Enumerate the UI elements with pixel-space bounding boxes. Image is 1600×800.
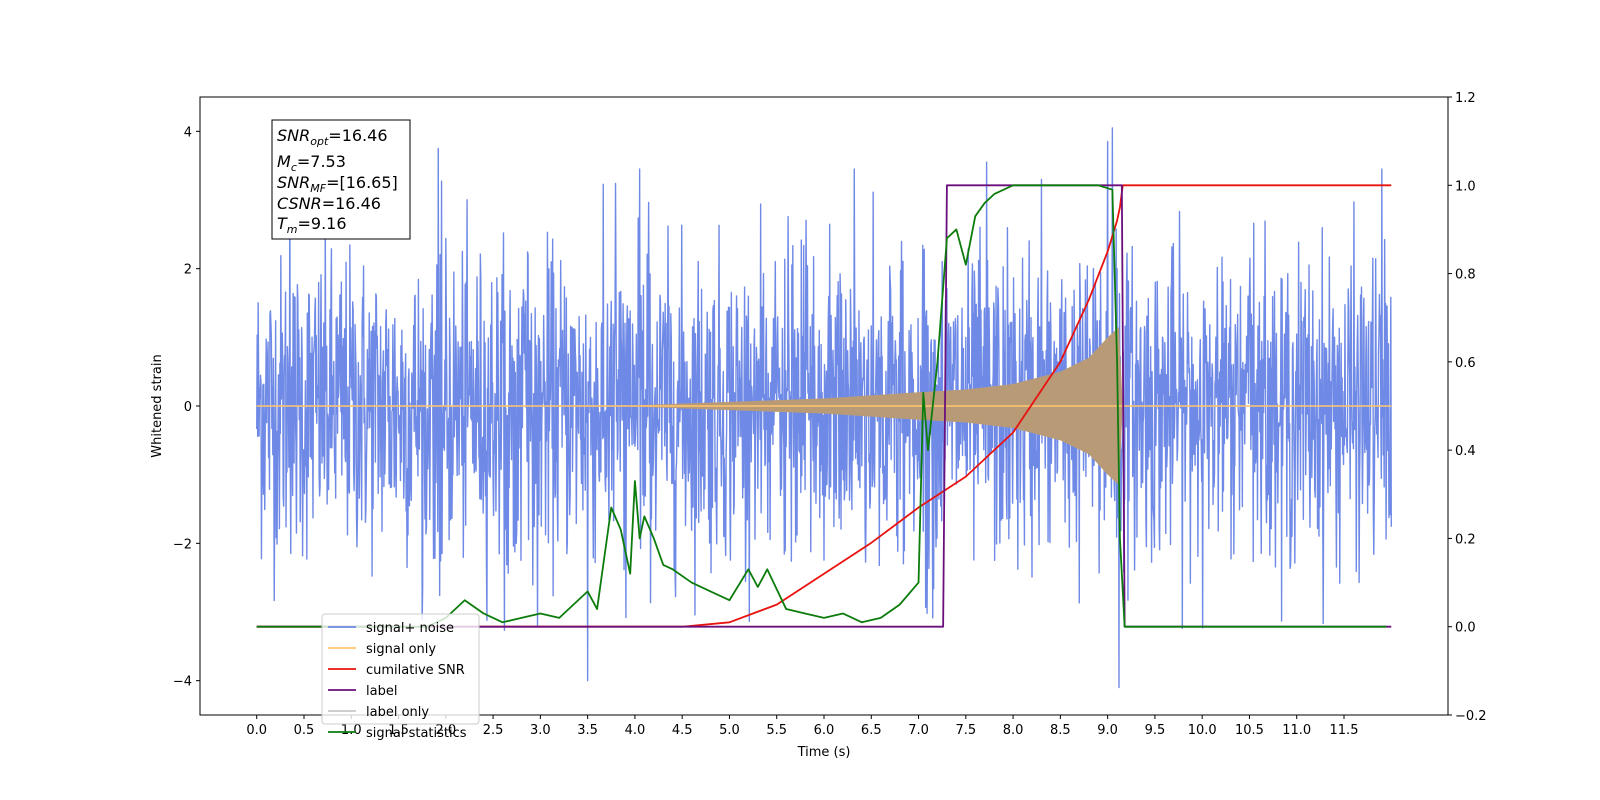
x-tick-label: 5.5 — [766, 723, 787, 738]
y-right-tick-label: 0.2 — [1455, 532, 1476, 547]
legend-label-label: label — [366, 684, 397, 699]
legend-label-signal-statistics: signal statistics — [366, 726, 467, 741]
signal-only-series — [256, 327, 1392, 485]
x-tick-label: 7.5 — [955, 723, 976, 738]
x-axis-ticks: 0.0 0.5 1.0 1.5 2.0 2.5 3.0 3.5 4.0 4.5 5.0 5.5 6.0 6… — [246, 715, 1358, 738]
y-right-tick-label: 0.8 — [1455, 268, 1476, 283]
y-left-tick-label: 2 — [184, 263, 192, 278]
info-box: SNRopt=16.46 Mc=7.53 SNRMF=[16.65] CSNR=… — [271, 119, 411, 240]
y-axis-label: Whitened strain — [150, 354, 165, 457]
info-tm: Tm=9.16 — [277, 214, 347, 236]
info-box-frame — [271, 119, 411, 240]
info-csnr: CSNR=16.46 — [277, 194, 381, 213]
x-tick-label: 8.5 — [1050, 723, 1071, 738]
legend-label-signal-noise: signal+ noise — [366, 621, 454, 636]
info-snr-mf: SNRMF=[16.65] — [277, 173, 398, 195]
x-tick-label: 7.0 — [908, 723, 929, 738]
x-tick-label: 6.5 — [861, 723, 882, 738]
signal-statistics-line — [256, 184, 1387, 628]
info-mc: Mc=7.53 — [277, 152, 346, 174]
y-right-tick-label: 0.0 — [1455, 621, 1476, 636]
legend: signal+ noise signal only cumilative SNR la… — [321, 613, 480, 741]
y-left-tick-label: 4 — [184, 125, 192, 140]
legend-frame — [321, 613, 480, 725]
x-tick-label: 10.0 — [1188, 723, 1217, 738]
x-tick-label: 4.5 — [672, 723, 693, 738]
x-tick-label: 5.0 — [719, 723, 740, 738]
y-left-axis-ticks: 4 2 0 −2 −4 — [173, 125, 200, 690]
x-tick-label: 11.0 — [1282, 723, 1311, 738]
legend-label-label-only: label only — [366, 705, 429, 720]
x-tick-label: 1.5 — [388, 723, 409, 738]
x-tick-label: 9.5 — [1145, 723, 1166, 738]
y-left-tick-label: −4 — [173, 675, 192, 690]
y-right-tick-label: −0.2 — [1455, 709, 1487, 724]
x-tick-label: 6.0 — [814, 723, 835, 738]
y-right-tick-label: 1.2 — [1455, 91, 1476, 106]
x-tick-label: 9.0 — [1097, 723, 1118, 738]
legend-label-cumilative-snr: cumilative SNR — [366, 663, 465, 678]
x-tick-label: 4.0 — [625, 723, 646, 738]
y-right-tick-label: 0.6 — [1455, 356, 1476, 371]
x-tick-label: 2.0 — [435, 723, 456, 738]
x-tick-label: 0.0 — [246, 723, 267, 738]
info-snr-opt: SNRopt=16.46 — [277, 126, 388, 148]
cumilative-snr-line — [256, 184, 1392, 628]
y-left-tick-label: −2 — [173, 537, 192, 552]
x-tick-label: 1.0 — [341, 723, 362, 738]
signal-noise-series — [256, 127, 1392, 689]
x-tick-label: 3.5 — [577, 723, 598, 738]
x-tick-label: 8.0 — [1003, 723, 1024, 738]
x-tick-label: 2.5 — [483, 723, 504, 738]
x-tick-label: 0.5 — [294, 723, 315, 738]
x-axis-label: Time (s) — [797, 745, 851, 760]
x-tick-label: 11.5 — [1330, 723, 1359, 738]
x-tick-label: 10.5 — [1235, 723, 1264, 738]
right-axis-series — [256, 184, 1392, 628]
x-tick-label: 3.0 — [530, 723, 551, 738]
y-right-tick-label: 0.4 — [1455, 444, 1476, 459]
y-left-tick-label: 0 — [184, 400, 192, 415]
y-right-tick-label: 1.0 — [1455, 179, 1476, 194]
legend-label-signal-only: signal only — [366, 642, 436, 657]
signal-noise-line — [256, 127, 1392, 689]
y-right-axis-ticks: 1.2 1.0 0.8 0.6 0.4 0.2 0.0 −0.2 — [1448, 91, 1487, 724]
